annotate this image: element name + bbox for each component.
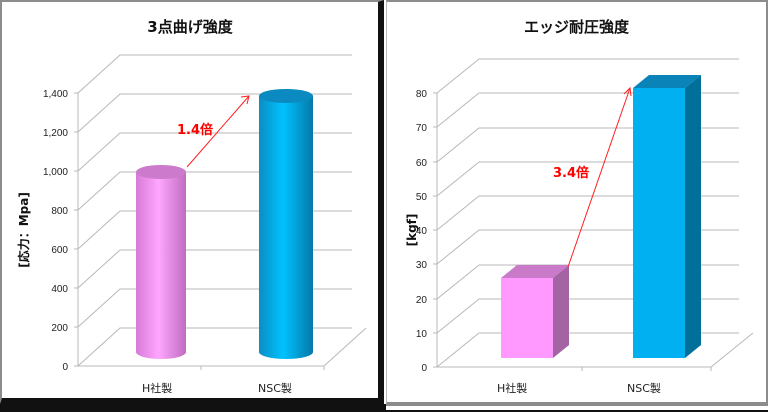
svg-text:10: 10: [416, 329, 428, 340]
svg-text:800: 800: [51, 206, 68, 217]
svg-text:50: 50: [416, 192, 428, 203]
bar-h-company: [501, 265, 569, 358]
category-label: H社製: [142, 381, 172, 395]
svg-text:1,200: 1,200: [43, 128, 68, 139]
svg-text:200: 200: [51, 323, 68, 334]
chart-title: エッジ耐圧強度: [523, 18, 629, 36]
svg-text:80: 80: [416, 89, 428, 100]
svg-text:400: 400: [51, 284, 68, 295]
category-label: NSC製: [258, 381, 292, 395]
ratio-arrow: [567, 86, 632, 268]
ratio-annotation: 1.4倍: [177, 122, 213, 138]
gridlines: [433, 58, 754, 371]
chart-plot-area: 0 200 400 600 800 1,000 1,200 1,400 [応力：…: [16, 54, 367, 395]
chart-title: 3点曲げ強度: [147, 18, 233, 36]
y-axis-ticks: 0 200 400 600 800 1,000 1,200 1,400: [43, 89, 68, 373]
chart-panel-edge-pressure-strength: エッジ耐圧強度 0 10 20 30 40 50 60 70: [386, 0, 768, 404]
frame-edge: [386, 404, 768, 410]
y-axis-label: [kgf]: [405, 214, 419, 247]
svg-text:600: 600: [51, 245, 68, 256]
frame-shadow: [0, 404, 768, 412]
svg-text:0: 0: [421, 363, 427, 374]
bar-nsc: [259, 89, 313, 359]
gridlines: [74, 54, 367, 370]
chart-plot-area: 0 10 20 30 40 50 60 70 80 [kgf] 3.4倍 H社: [405, 58, 754, 395]
y-axis-ticks: 0 10 20 30 40 50 60 70 80: [416, 89, 428, 374]
bar-h-company: [136, 165, 186, 359]
category-label: NSC製: [627, 381, 661, 395]
ratio-annotation: 3.4倍: [553, 165, 589, 181]
category-label: H社製: [497, 381, 527, 395]
y-axis-label: [応力：Mpa]: [16, 192, 31, 268]
svg-text:30: 30: [416, 260, 428, 271]
svg-text:1,400: 1,400: [43, 89, 68, 100]
svg-text:40: 40: [416, 226, 428, 237]
bar-nsc: [633, 75, 701, 358]
svg-text:1,000: 1,000: [43, 167, 68, 178]
svg-text:0: 0: [62, 362, 68, 373]
svg-text:20: 20: [416, 295, 428, 306]
svg-text:70: 70: [416, 123, 428, 134]
chart-panel-bending-strength: 3点曲げ強度 0 200 400 600 800 1,000: [0, 0, 384, 404]
svg-text:60: 60: [416, 158, 428, 169]
ratio-arrow: [186, 95, 250, 168]
